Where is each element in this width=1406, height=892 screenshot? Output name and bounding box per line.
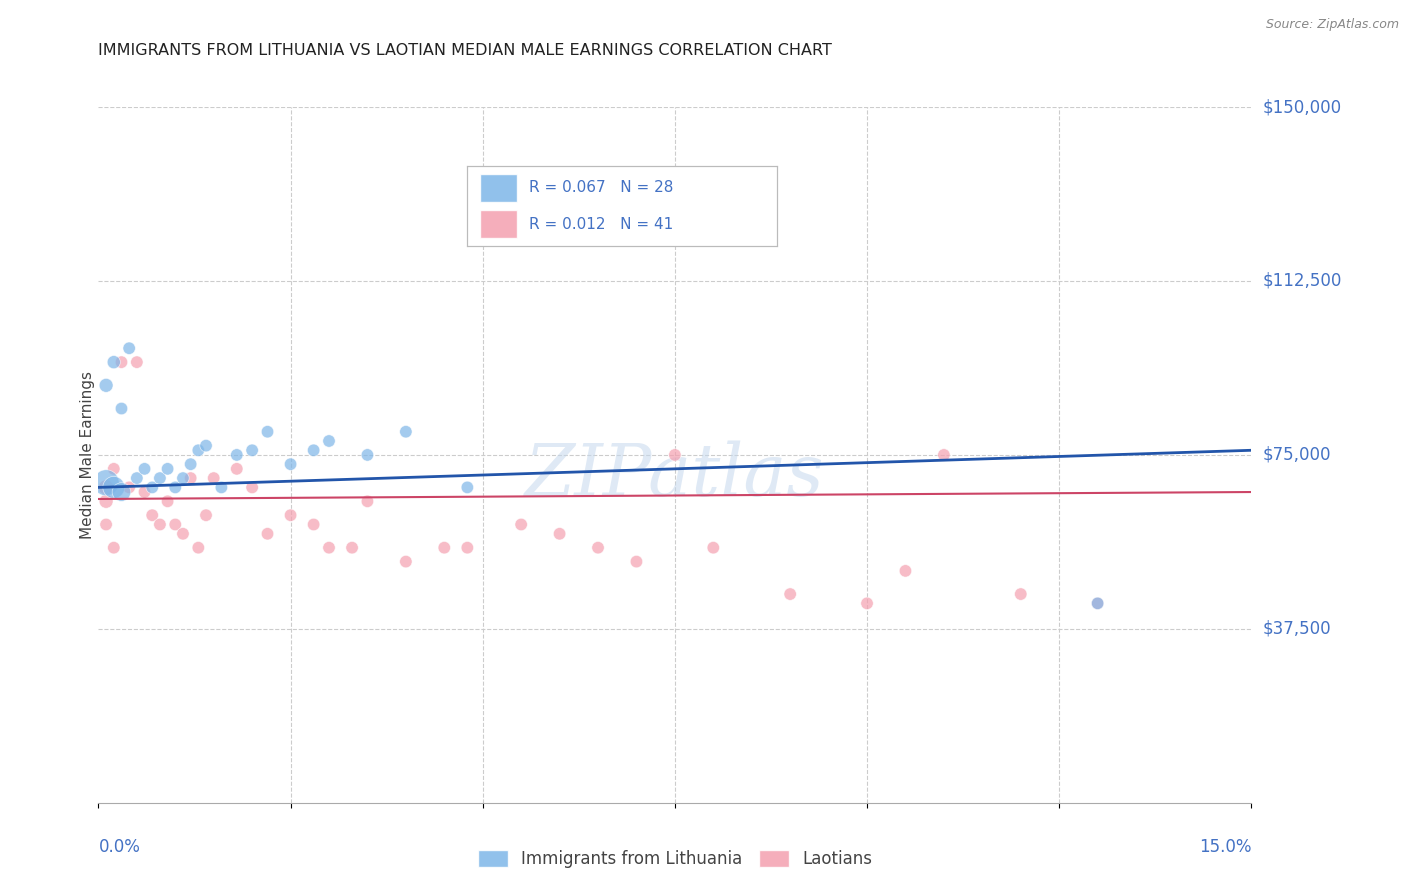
Point (302, 517, 325, 532)
Text: ZIPatlas: ZIPatlas (524, 441, 825, 511)
Text: $37,500: $37,500 (1263, 620, 1331, 638)
Point (225, 448, 247, 462)
Point (103, 541, 125, 555)
Point (141, 480, 163, 494)
Point (856, 596, 879, 610)
Point (702, 541, 724, 555)
Point (356, 448, 378, 462)
Point (118, 341, 141, 355)
FancyBboxPatch shape (479, 174, 517, 202)
Point (195, 439, 218, 453)
Point (318, 541, 340, 555)
Point (340, 541, 363, 555)
Point (165, 517, 187, 532)
Point (202, 471, 225, 485)
Point (94, 475, 117, 490)
Text: R = 0.012   N = 41: R = 0.012 N = 41 (529, 217, 673, 232)
Point (187, 541, 209, 555)
Point (302, 443, 325, 458)
Point (664, 448, 686, 462)
Point (456, 480, 478, 494)
Point (195, 508, 218, 523)
Point (156, 462, 179, 476)
Point (225, 462, 247, 476)
Point (180, 471, 202, 485)
Point (149, 517, 172, 532)
Point (256, 425, 278, 439)
Point (125, 471, 148, 485)
Point (626, 555, 648, 569)
Point (456, 541, 478, 555)
Point (395, 555, 418, 569)
Point (280, 457, 302, 471)
Point (548, 526, 571, 541)
Point (894, 564, 917, 578)
Point (118, 480, 141, 494)
Point (395, 425, 418, 439)
Point (134, 462, 156, 476)
Point (165, 480, 187, 494)
Point (103, 462, 125, 476)
Point (256, 526, 278, 541)
Point (240, 443, 263, 458)
Point (110, 355, 132, 369)
Point (110, 401, 132, 416)
Y-axis label: Median Male Earnings: Median Male Earnings (80, 371, 94, 539)
Point (510, 517, 533, 532)
FancyBboxPatch shape (479, 210, 517, 238)
Point (779, 587, 801, 601)
Point (932, 448, 955, 462)
Text: 15.0%: 15.0% (1199, 838, 1251, 855)
Point (172, 526, 194, 541)
Point (356, 494, 378, 508)
Point (180, 457, 202, 471)
Point (1010, 587, 1032, 601)
Point (141, 508, 163, 523)
Point (209, 480, 232, 494)
Point (1087, 596, 1109, 610)
Point (103, 480, 125, 494)
Point (172, 471, 194, 485)
Point (433, 541, 456, 555)
Point (94, 378, 117, 392)
Text: $112,500: $112,500 (1263, 272, 1343, 290)
Text: $150,000: $150,000 (1263, 98, 1341, 116)
Point (156, 494, 179, 508)
Point (318, 434, 340, 448)
Point (1087, 596, 1109, 610)
Point (94, 480, 117, 494)
Point (125, 355, 148, 369)
Text: 0.0%: 0.0% (98, 838, 141, 855)
Point (187, 443, 209, 458)
Text: R = 0.067   N = 28: R = 0.067 N = 28 (529, 180, 673, 195)
Text: $75,000: $75,000 (1263, 446, 1331, 464)
Legend: Immigrants from Lithuania, Laotians: Immigrants from Lithuania, Laotians (471, 843, 879, 875)
Point (586, 541, 609, 555)
Point (94, 494, 117, 508)
Point (110, 485, 132, 500)
Text: IMMIGRANTS FROM LITHUANIA VS LAOTIAN MEDIAN MALE EARNINGS CORRELATION CHART: IMMIGRANTS FROM LITHUANIA VS LAOTIAN MED… (98, 43, 832, 58)
Point (149, 471, 172, 485)
Text: Source: ZipAtlas.com: Source: ZipAtlas.com (1265, 18, 1399, 31)
Point (103, 355, 125, 369)
Point (280, 508, 302, 523)
Point (240, 480, 263, 494)
Point (94, 517, 117, 532)
Point (134, 485, 156, 500)
